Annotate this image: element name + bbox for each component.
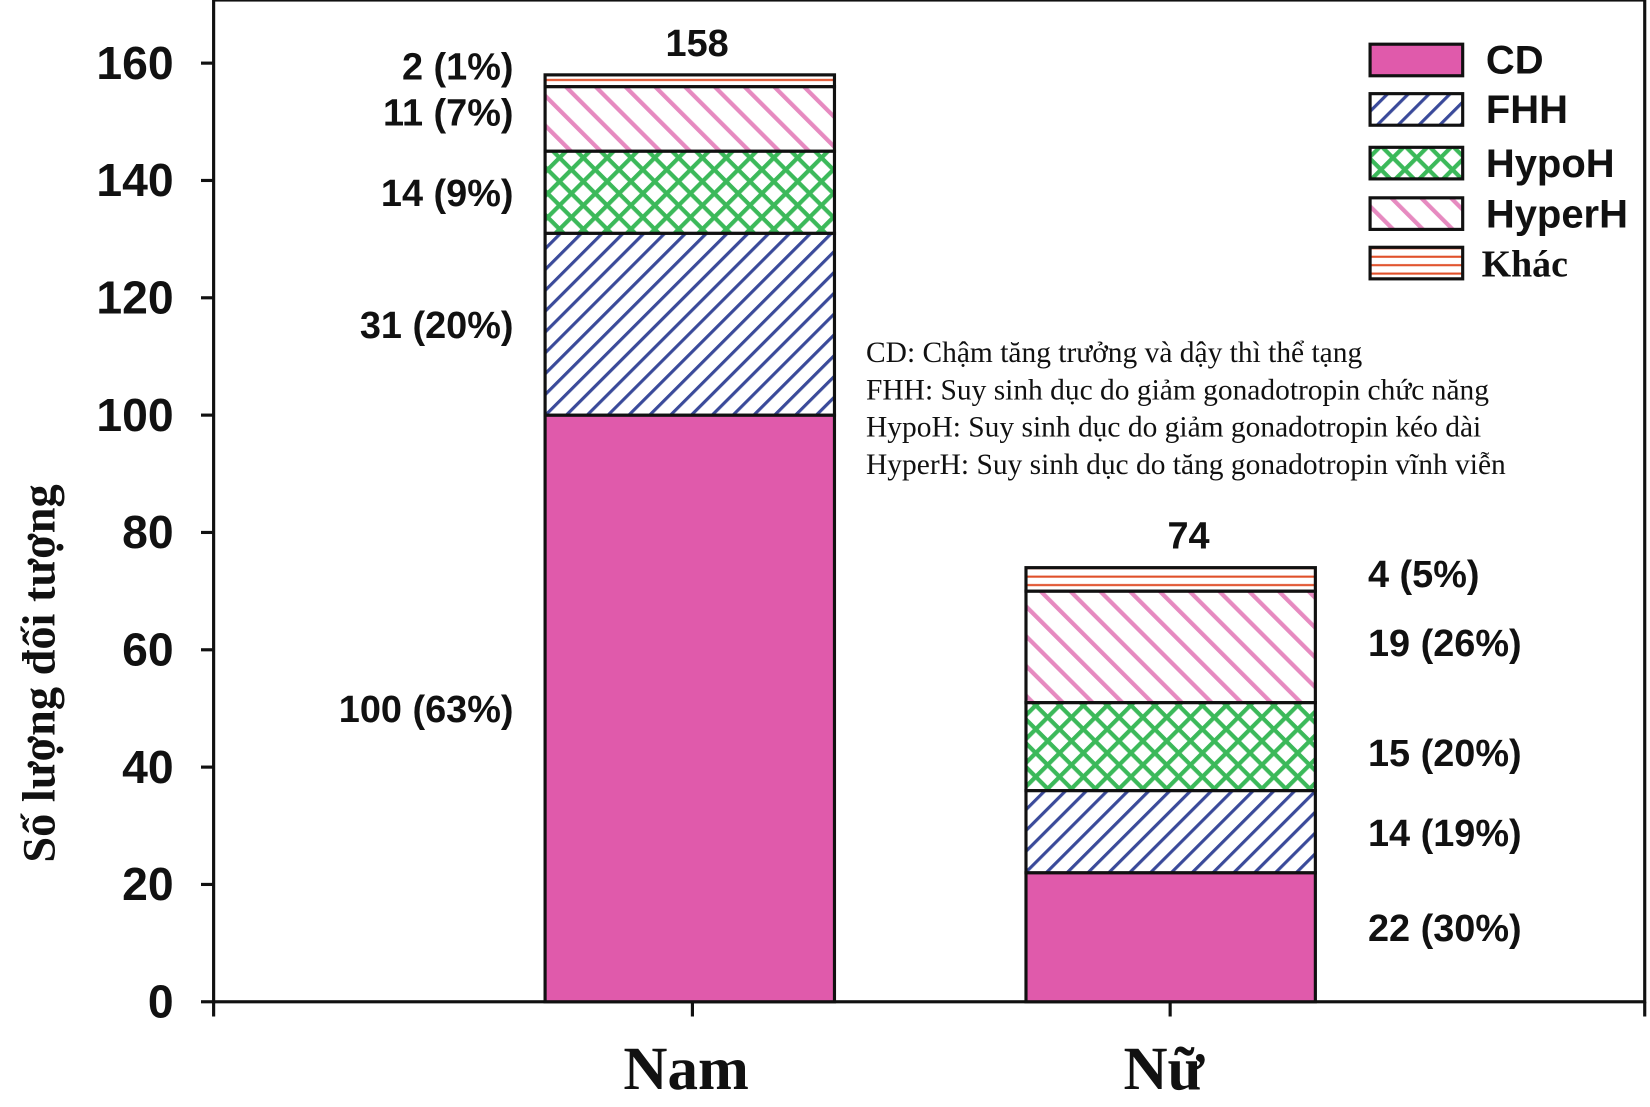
bar-segment-hyperh	[543, 85, 837, 153]
bar-segment-fhh	[543, 231, 837, 417]
bar-segment-cd	[543, 413, 837, 1004]
legend-label: HyperH	[1486, 192, 1628, 236]
annotation-line: HypoH: Suy sinh dục do giảm gonadotropin…	[866, 412, 1481, 444]
data-label: 19 (26%)	[1368, 623, 1522, 665]
data-label: 14 (9%)	[381, 173, 514, 215]
x-tick-label: Nữ	[1123, 1036, 1205, 1103]
bar-segment-hypoh	[543, 149, 837, 235]
y-tick-label: 80	[122, 506, 173, 558]
data-label: 100 (63%)	[339, 689, 514, 731]
data-label: 2 (1%)	[402, 47, 514, 89]
legend-swatch-khác	[1368, 245, 1465, 281]
data-label: 4 (5%)	[1368, 554, 1480, 596]
y-tick-label: 140	[96, 154, 173, 206]
annotation-block: CD: Chậm tăng trưởng và dậy thì thể tạng…	[866, 337, 1506, 481]
total-label: 158	[666, 23, 729, 65]
total-label: 74	[1167, 516, 1209, 558]
legend-label: HypoH	[1486, 142, 1615, 186]
y-tick-label: 100	[96, 389, 173, 441]
legend-label: Khác	[1482, 244, 1568, 286]
bar-segment-fhh	[1024, 789, 1317, 875]
data-label: 11 (7%)	[383, 93, 514, 135]
bar-segment-hypoh	[1024, 701, 1317, 793]
y-tick-label: 20	[122, 858, 173, 910]
legend-swatch-fhh	[1368, 92, 1465, 127]
annotation-line: FHH: Suy sinh dục do giảm gonadotropin c…	[866, 374, 1489, 406]
plot-frame	[212, 0, 1647, 1004]
bar-segment-hyperh	[1024, 589, 1317, 705]
bar-segment-khác	[543, 73, 837, 89]
y-axis-label: Số lượng đối tượng	[15, 484, 66, 862]
y-tick-label: 120	[96, 272, 173, 324]
legend-label: FHH	[1486, 88, 1568, 132]
data-label: 22 (30%)	[1368, 908, 1522, 950]
y-tick-label: 60	[122, 624, 173, 676]
legend-label: CD	[1486, 39, 1544, 83]
data-label: 15 (20%)	[1368, 733, 1522, 775]
annotation-line: HyperH: Suy sinh dục do tăng gonadotropi…	[866, 449, 1506, 481]
data-labels: 100 (63%) 31 (20%) 14 (9%) 11 (7%)2 (1%) 158…	[339, 23, 1522, 950]
legend-swatch-hyperh	[1368, 196, 1465, 231]
legend: CD FHH HypoH HyperH Khác	[1368, 39, 1628, 286]
legend-swatch-cd	[1368, 42, 1465, 78]
y-tick-label: 160	[96, 37, 173, 89]
annotation-line: CD: Chậm tăng trưởng và dậy thì thể tạng	[866, 337, 1362, 369]
y-tick-label: 40	[122, 741, 173, 793]
data-label: 14 (19%)	[1368, 813, 1522, 855]
x-tick-label: Nam	[623, 1036, 748, 1103]
legend-swatch-hypoh	[1368, 145, 1465, 181]
axes: 0 20 40 60 80 100 120 140 160 Nam Nữ	[96, 0, 1647, 1103]
bars	[543, 73, 1317, 1004]
bar-segment-khác	[1024, 566, 1317, 593]
y-tick-label: 0	[148, 976, 174, 1028]
bar-segment-cd	[1024, 871, 1317, 1004]
data-label: 31 (20%)	[360, 305, 514, 347]
